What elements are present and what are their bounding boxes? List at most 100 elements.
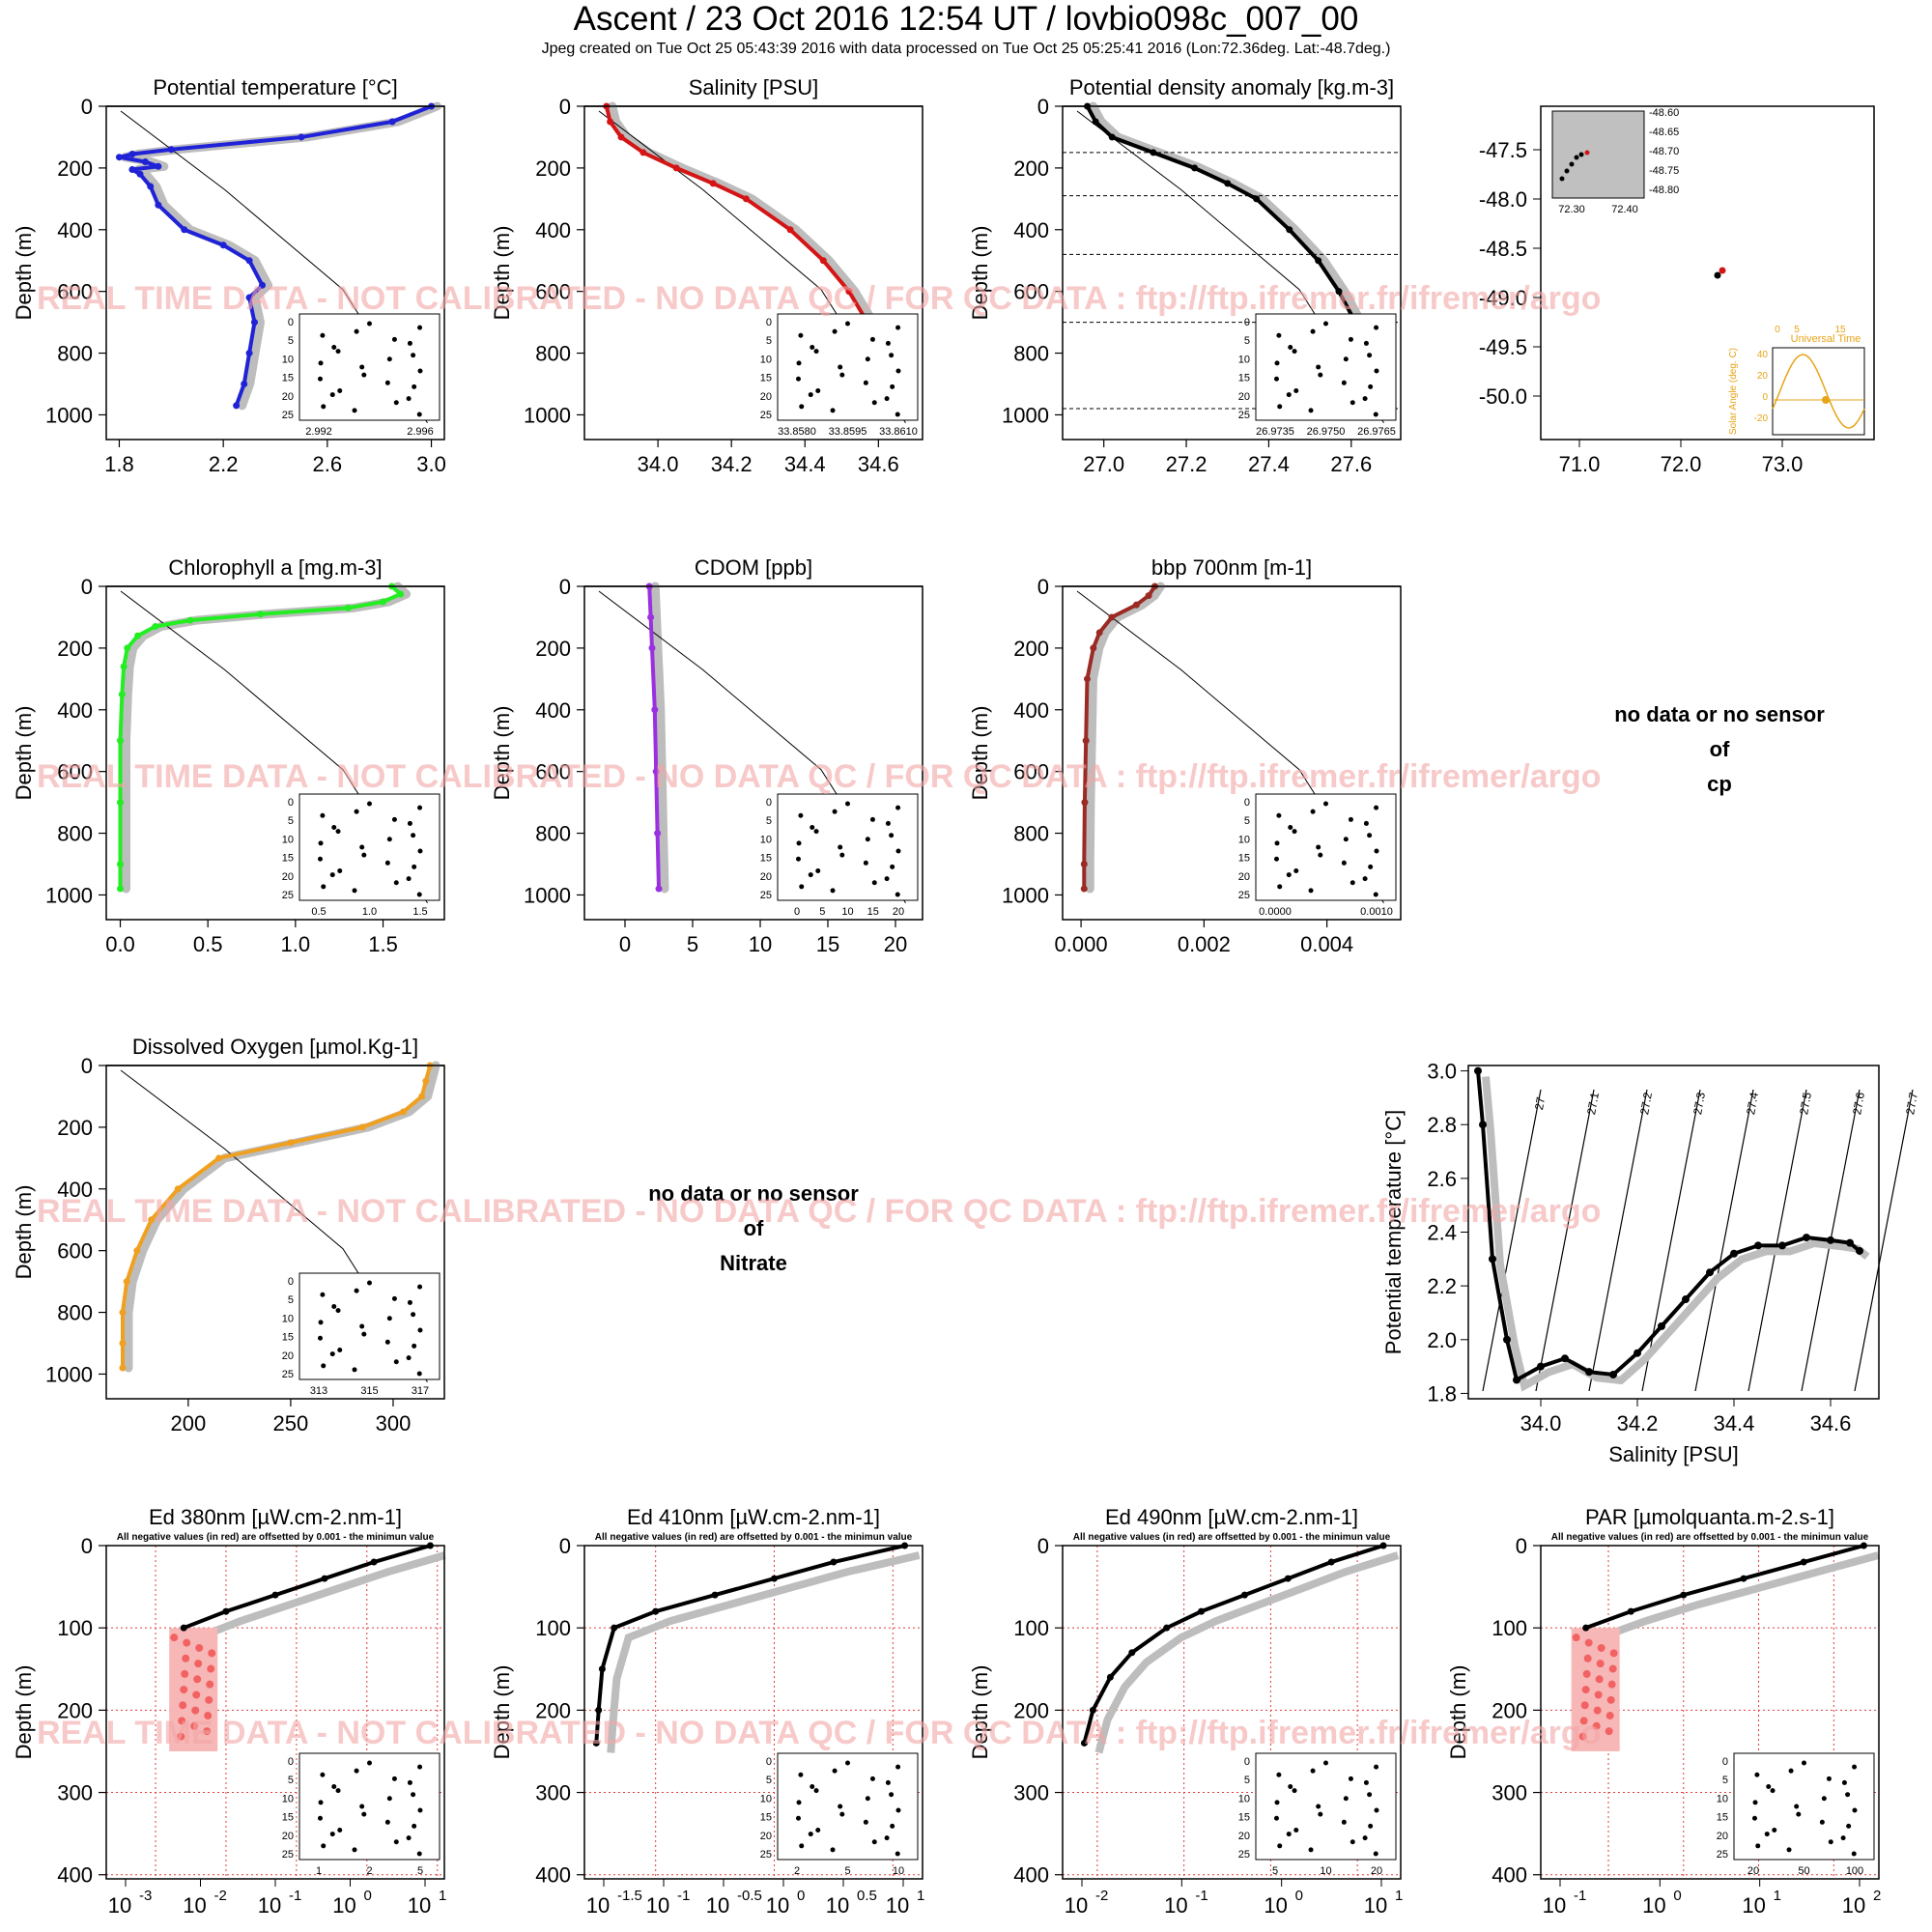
x-tick-label: 0.000 [1055,932,1108,956]
inset-point [354,328,359,334]
inset-y-tick-label: 10 [760,1793,772,1804]
ts-point [1803,1234,1810,1242]
ts-point [1682,1295,1690,1304]
y-axis-label: Depth (m) [490,226,514,321]
inset-frame [777,793,919,901]
inset-y-tick-label: 0 [766,1756,772,1768]
negative-point [195,1643,204,1652]
y-axis-label: Depth (m) [968,706,992,801]
inset-point [808,392,813,398]
sun-curve [1772,354,1865,429]
inset-point [815,387,821,393]
x-tick-label: 34.2 [1617,1411,1659,1435]
inset-point [1363,340,1369,346]
y-tick-label: 3.0 [1427,1060,1457,1084]
inset-point [884,1835,890,1841]
profile-point [1106,1673,1114,1681]
track-last-point [1584,150,1590,156]
inset-point [871,880,877,886]
y-axis-label: Depth (m) [490,1665,514,1760]
profile-point [1335,288,1343,296]
inset-y-tick-label: 20 [282,1350,294,1362]
inset-point [367,321,372,327]
inset-point [417,368,423,374]
inset-y-tick-label: 25 [282,890,294,901]
inset-point [885,820,891,826]
profile-point [155,162,162,170]
inset-point [895,368,901,374]
inset-point [1350,1839,1355,1845]
inset-point [1310,1768,1316,1774]
negative-point [1607,1680,1616,1689]
x-tick-label: 71.0 [1559,452,1601,476]
inset-point [331,345,337,351]
inset-frame [298,313,440,421]
inset-point [1293,387,1299,393]
profile-point [1108,613,1116,621]
inset-point [335,1308,341,1314]
inset-point [798,1772,804,1777]
profile-point [298,133,305,141]
x-tick-label: 27.6 [1330,452,1372,476]
inset-frame [777,1752,919,1861]
profile-point [770,1575,778,1582]
profile-point [1253,195,1261,203]
x-tick-label-base: 10 [826,1893,849,1918]
profile-point [370,1558,378,1566]
y-tick-label: 200 [1013,637,1049,661]
inset-y-tick-label: 15 [282,1812,294,1824]
profile-point [1083,675,1091,683]
panel-title: Ed 410nm [µW.cm-2.nm-1] [627,1505,880,1529]
inset-point [798,332,804,338]
y-tick-label: 1000 [1002,883,1049,907]
inset-point [331,1304,337,1310]
profile-point [215,1154,223,1162]
y-tick-label: 400 [1013,1863,1049,1888]
inset-point [352,1367,357,1373]
profile-point [117,861,125,867]
inset-frame [777,313,919,421]
y-tick-label: 200 [535,156,571,181]
inset-point [384,1339,390,1345]
profile-point [155,201,162,209]
profile-point [358,1123,366,1131]
inset-point [352,1847,357,1853]
panel-title: Ed 380nm [µW.cm-2.nm-1] [149,1505,402,1529]
x-tick-label: 250 [273,1411,309,1435]
profile-point [652,768,660,776]
inset-x-tick-label: 26.9765 [1357,426,1396,438]
profile-point [1582,1624,1590,1632]
history-profiles [650,582,669,894]
inset-point [386,1796,392,1802]
inset-y-tick-label: 10 [282,354,294,365]
x-tick-label: 1.0 [281,932,311,956]
x-tick-label-exponent: 1 [917,1888,924,1904]
inset-point [1368,864,1374,869]
sun-current-angle [1822,396,1830,404]
inset-point [1363,1779,1369,1785]
y-tick-label: 100 [535,1616,571,1640]
inset-y-tick-label: 0 [288,317,294,328]
inset-x-tick-label: 20 [893,906,904,918]
inset-x-tick-label: 5 [844,1865,850,1877]
y-tick-label: 400 [1492,1863,1527,1888]
y-tick-label: 600 [57,1239,93,1264]
inset-y-tick-label: 20 [1717,1831,1728,1842]
negative-point [183,1638,191,1647]
inset-x-tick-label: 26.9750 [1307,426,1346,438]
inset-point [367,1760,372,1766]
profile-point [418,1093,426,1100]
inset-point [367,801,372,807]
inset-point [1852,1764,1858,1770]
no-data-line: Nitrate [720,1251,787,1275]
inset-y-tick-label: 20 [1238,391,1250,403]
inset-point [1367,1792,1373,1798]
isopycnal-label: 27 [1532,1095,1548,1111]
negative-point [1581,1686,1590,1694]
inset-point [417,848,423,854]
inset-point [1374,368,1379,374]
no-data-line: no data or no sensor [648,1181,859,1206]
profile-point [1092,118,1099,126]
y-tick-label: 1000 [45,403,93,427]
